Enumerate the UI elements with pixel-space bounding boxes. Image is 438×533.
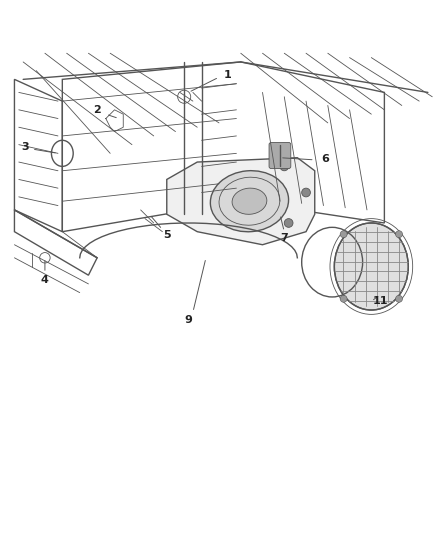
FancyBboxPatch shape xyxy=(269,142,291,168)
Circle shape xyxy=(302,188,311,197)
Text: 2: 2 xyxy=(93,105,101,115)
Ellipse shape xyxy=(210,171,289,232)
Circle shape xyxy=(284,219,293,228)
Text: 9: 9 xyxy=(184,314,192,325)
Text: 7: 7 xyxy=(280,233,288,243)
Text: 5: 5 xyxy=(163,230,170,240)
Circle shape xyxy=(340,295,347,302)
Text: 3: 3 xyxy=(21,142,29,152)
Text: 4: 4 xyxy=(41,274,49,285)
Text: 6: 6 xyxy=(321,154,329,164)
Ellipse shape xyxy=(232,188,267,214)
Text: 11: 11 xyxy=(372,296,388,306)
Text: 1: 1 xyxy=(224,70,232,80)
Circle shape xyxy=(280,162,289,171)
Circle shape xyxy=(396,231,403,238)
Circle shape xyxy=(340,231,347,238)
Ellipse shape xyxy=(334,223,408,310)
Circle shape xyxy=(396,295,403,302)
Polygon shape xyxy=(167,158,315,245)
